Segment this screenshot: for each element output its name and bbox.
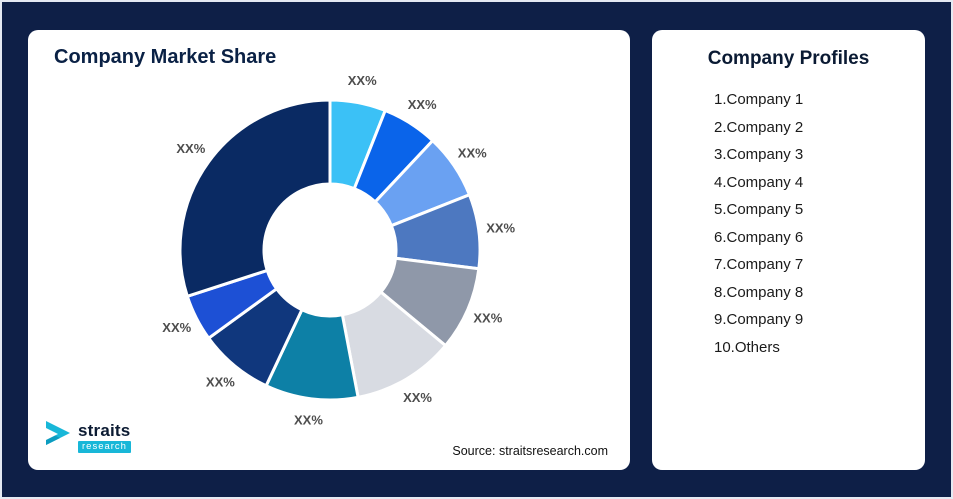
slice-label-1: XX% (348, 73, 377, 88)
slice-label-4: XX% (486, 220, 515, 235)
donut-chart: XX% XX% XX% XX% XX% XX% XX% XX% XX% XX% (162, 73, 515, 428)
source-text: Source: straitsresearch.com (452, 444, 608, 458)
profile-item: 7.Company 7 (714, 256, 804, 273)
slice-label-3: XX% (458, 145, 487, 160)
market-share-card: XX% XX% XX% XX% XX% XX% XX% XX% XX% XX% Company M… (28, 30, 630, 470)
company-profiles-card: Company Profiles 1.Company 1 2.Company 2 3… (652, 30, 925, 470)
profiles-title: Company Profiles (707, 48, 870, 69)
logo-arrow-icon (46, 419, 72, 456)
profile-item: 1.Company 1 (714, 91, 804, 108)
slice-label-5: XX% (473, 310, 502, 325)
profile-item: 3.Company 3 (714, 146, 804, 163)
slice-label-9: XX% (162, 320, 191, 335)
profile-item: 10.Others (714, 338, 780, 356)
profile-item: 8.Company 8 (714, 283, 804, 301)
slice-label-7: XX% (294, 413, 323, 428)
profile-item: 2.Company 2 (714, 118, 804, 136)
donut-chart-area: XX% XX% XX% XX% XX% XX% XX% XX% XX% XX% (28, 30, 630, 470)
profiles-list: 1.Company 1 2.Company 2 3.Company 3 4.Compa… (652, 86, 925, 361)
profile-item: 9.Company 9 (714, 311, 804, 328)
chart-title: Company Market Share (54, 46, 277, 68)
profile-item: 4.Company 4 (714, 173, 804, 191)
logo-subtitle: research (78, 441, 131, 453)
slice-label-6: XX% (403, 390, 432, 405)
profile-item: 6.Company 6 (714, 228, 804, 246)
logo-text: straits research (78, 422, 131, 453)
donut-segment-10 (178, 98, 332, 298)
profile-item: 5.Company 5 (714, 201, 804, 218)
slice-label-2: XX% (408, 97, 437, 112)
slice-label-10: XX% (176, 141, 205, 156)
slice-label-8: XX% (206, 375, 235, 390)
logo-name: straits (78, 421, 131, 441)
straits-research-logo: straits research (46, 419, 131, 456)
